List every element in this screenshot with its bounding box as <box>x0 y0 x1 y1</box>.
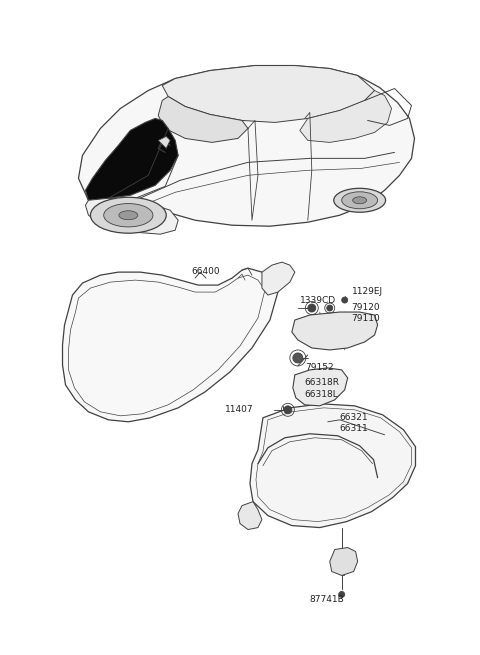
Polygon shape <box>262 262 295 295</box>
Polygon shape <box>158 136 170 149</box>
Polygon shape <box>300 90 392 142</box>
Circle shape <box>293 353 303 363</box>
Text: 66311: 66311 <box>340 424 369 434</box>
Circle shape <box>339 591 345 597</box>
Text: 79152: 79152 <box>305 364 334 373</box>
Polygon shape <box>85 198 178 234</box>
Ellipse shape <box>90 197 166 233</box>
Polygon shape <box>85 119 178 200</box>
Polygon shape <box>250 404 416 527</box>
Text: 66321: 66321 <box>340 413 368 422</box>
Circle shape <box>327 305 333 311</box>
Text: 11407: 11407 <box>225 405 253 415</box>
Polygon shape <box>330 548 358 576</box>
Text: 66400: 66400 <box>192 267 220 276</box>
Polygon shape <box>292 312 378 350</box>
Ellipse shape <box>104 204 153 227</box>
Text: 79110: 79110 <box>352 314 381 322</box>
Polygon shape <box>293 368 348 406</box>
Ellipse shape <box>334 188 385 212</box>
Polygon shape <box>78 66 415 226</box>
Text: 79120: 79120 <box>352 303 380 312</box>
Polygon shape <box>162 66 374 122</box>
Text: 66318R: 66318R <box>305 379 340 387</box>
Ellipse shape <box>342 192 378 209</box>
Circle shape <box>342 297 348 303</box>
Circle shape <box>308 304 316 312</box>
Polygon shape <box>62 268 278 422</box>
Circle shape <box>284 406 292 414</box>
Ellipse shape <box>119 211 138 219</box>
Ellipse shape <box>353 196 367 204</box>
Polygon shape <box>238 502 262 530</box>
Polygon shape <box>158 96 248 142</box>
Text: 87741B: 87741B <box>310 595 345 604</box>
Text: 1129EJ: 1129EJ <box>352 287 383 295</box>
Text: 66318L: 66318L <box>305 390 338 400</box>
Text: 1339CD: 1339CD <box>300 295 336 305</box>
